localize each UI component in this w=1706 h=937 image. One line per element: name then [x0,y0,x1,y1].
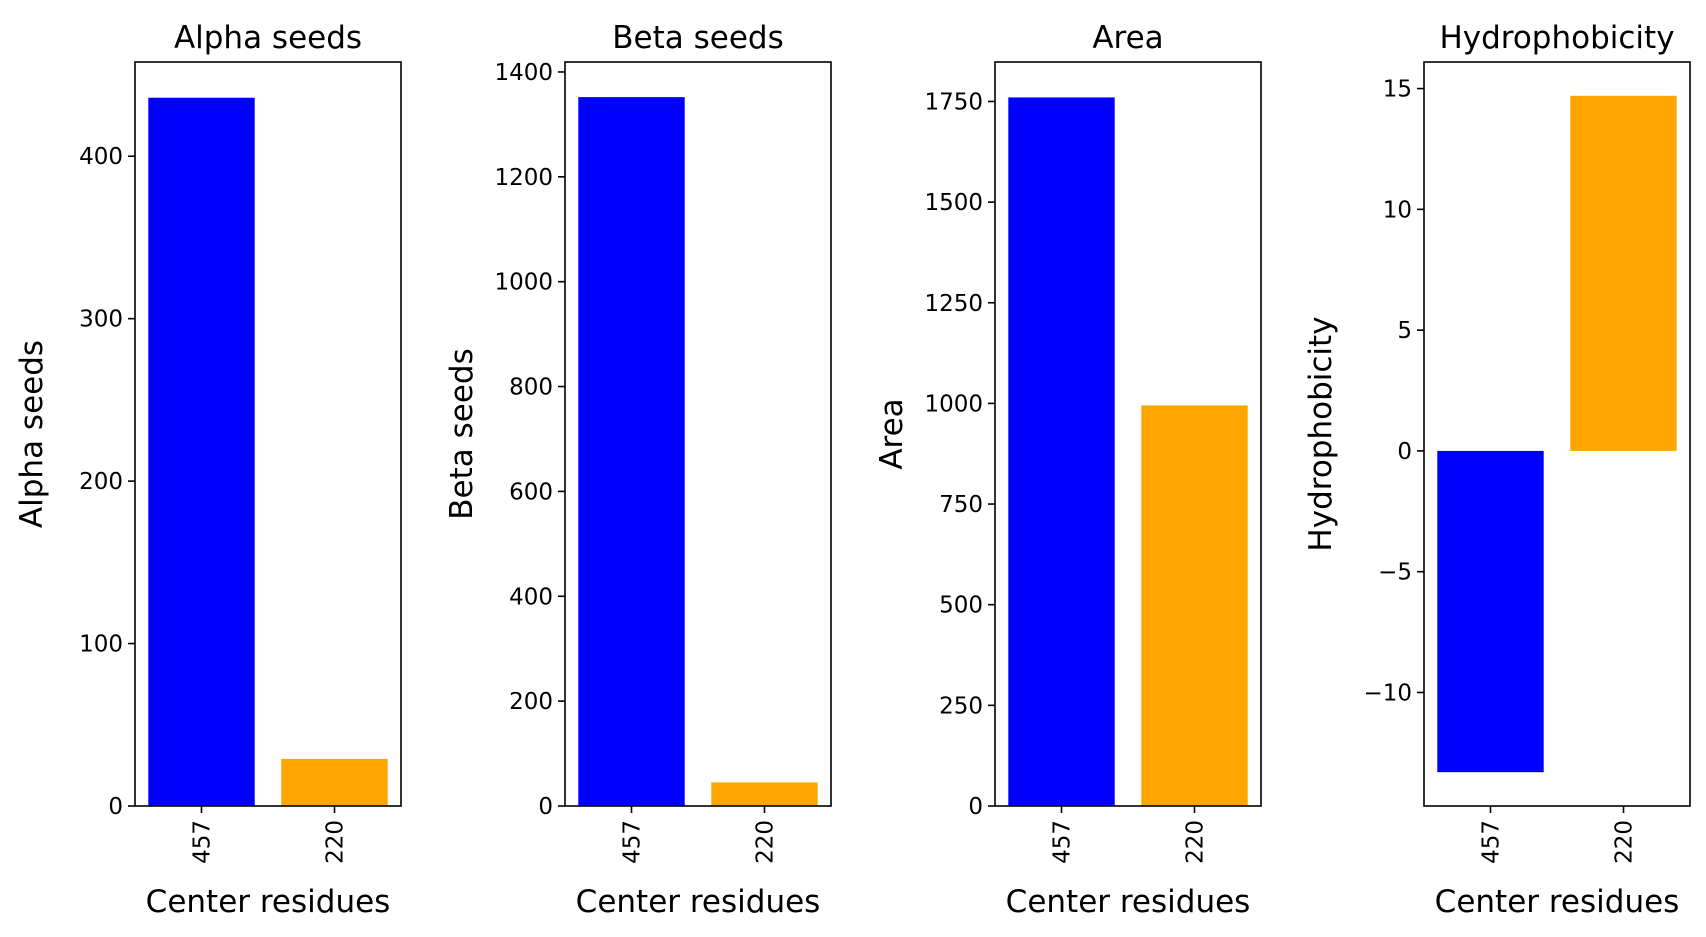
bar-457 [148,97,255,807]
x-tick-label: 220 [1183,820,1209,864]
x-tick-label: 457 [1479,820,1505,864]
y-tick-label: −5 [1378,560,1412,586]
x-axis-label: Center residues [146,884,391,920]
chart-title: Beta seeds [612,20,783,56]
y-axis-label: Alpha seeds [14,340,50,528]
y-tick-label: 1750 [924,89,983,115]
x-axis-label: Center residues [576,884,821,920]
axes-frame [564,61,832,807]
bar-457 [578,97,685,806]
y-tick-label: 0 [538,794,553,820]
y-tick-label: 100 [79,632,123,658]
chart-panel-0: 0 100 200 300 400 457 220 Alpha seeds Center res… [14,20,402,920]
x-tick-label: 220 [323,820,349,864]
chart-title: Alpha seeds [174,20,362,56]
chart-panel-1: 0 200 400 600 800 1000 1200 1400 457 220 Beta seed… [444,20,832,920]
y-tick-label: 1000 [494,270,553,296]
y-tick-label: 1250 [924,291,983,317]
bar-220 [281,758,388,806]
y-tick-label: 400 [509,584,553,610]
axes-frame [134,61,402,807]
y-tick-label: 1500 [924,190,983,216]
chart-title: Area [1092,20,1163,56]
y-tick-label: 250 [939,693,983,719]
y-tick-label: 0 [968,794,983,820]
y-axis-label: Hydrophobicity [1303,316,1339,551]
x-tick-label: 457 [190,820,216,864]
x-tick-label: 457 [1050,820,1076,864]
y-tick-label: 10 [1383,197,1412,223]
x-tick-label: 457 [620,820,646,864]
y-axis-label: Beta seeds [444,348,480,519]
x-tick-label: 220 [1612,820,1638,864]
y-tick-label: 200 [509,689,553,715]
y-tick-label: 5 [1397,318,1412,344]
bar-220 [1570,95,1677,451]
x-axis-label: Center residues [1435,884,1680,920]
x-tick-label: 220 [753,820,779,864]
y-tick-label: 1400 [494,60,553,86]
y-tick-label: 800 [509,375,553,401]
bar-457 [1008,97,1115,806]
y-tick-label: 15 [1383,77,1412,103]
y-tick-label: 400 [79,144,123,170]
y-tick-label: 500 [939,593,983,619]
bar-220 [711,782,818,806]
axes-frame [994,61,1262,807]
chart-title: Hydrophobicity [1439,20,1674,56]
chart-panel-3: −10 −5 0 5 10 15 457 220 Hydrophobicity Center re… [1303,20,1691,920]
y-tick-label: 600 [509,479,553,505]
y-tick-label: 0 [1397,439,1412,465]
x-axis-label: Center residues [1006,884,1251,920]
chart-panel-2: 0 250 500 750 1000 1250 1500 1750 457 220 Area Cent… [874,20,1262,920]
y-tick-label: 1200 [494,165,553,191]
y-tick-label: 750 [939,492,983,518]
y-axis-label: Area [874,398,910,469]
bar-457 [1437,450,1544,773]
y-tick-label: 1000 [924,391,983,417]
y-tick-label: 200 [79,469,123,495]
y-tick-label: 0 [108,794,123,820]
bar-220 [1141,405,1248,806]
axes-frame [1423,61,1691,807]
y-tick-label: 300 [79,307,123,333]
y-tick-label: −10 [1363,680,1412,706]
